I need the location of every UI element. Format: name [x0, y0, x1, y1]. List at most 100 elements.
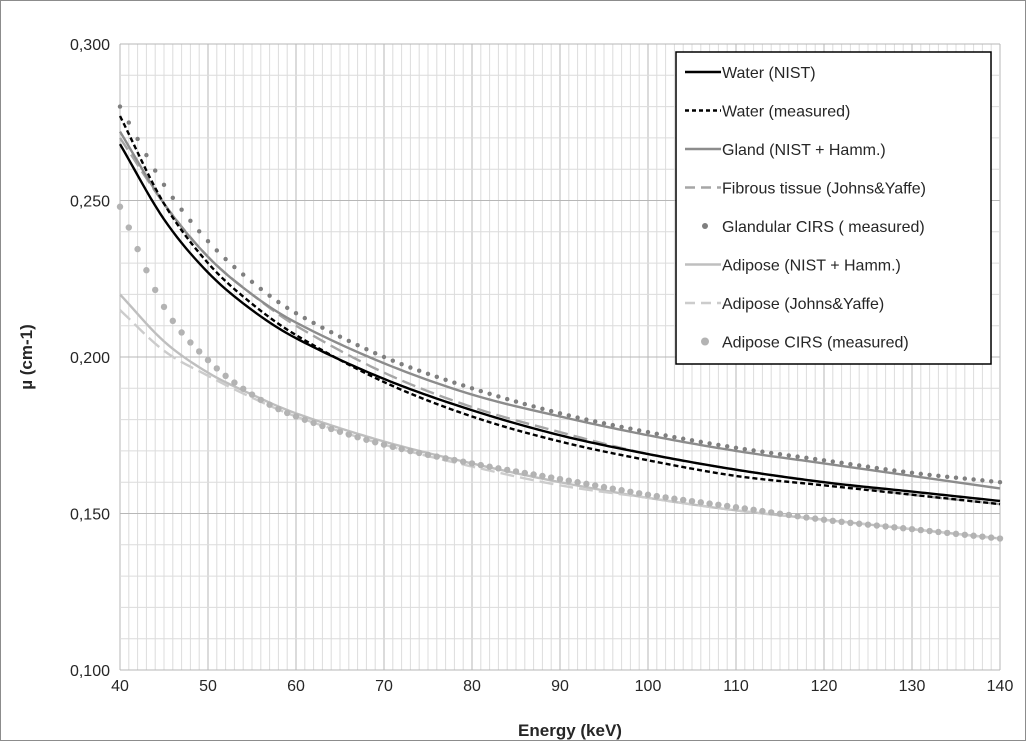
data-point — [953, 475, 959, 480]
data-point — [311, 320, 316, 326]
x-tick-label: 60 — [287, 678, 305, 695]
data-point — [240, 385, 247, 392]
data-point — [125, 224, 132, 231]
data-point — [486, 463, 493, 470]
data-point — [337, 334, 343, 339]
legend-label: Water (measured) — [722, 104, 850, 121]
data-point — [654, 431, 659, 437]
data-point — [116, 203, 124, 210]
data-point — [266, 401, 273, 408]
data-point — [505, 396, 510, 402]
data-point — [733, 445, 739, 450]
data-point — [460, 458, 467, 465]
x-tick-label: 70 — [375, 678, 393, 695]
series-gland-nist-hamm-line — [118, 131, 1001, 490]
data-point — [839, 460, 844, 466]
data-point — [909, 470, 915, 476]
data-point — [276, 299, 281, 305]
data-point — [971, 477, 976, 482]
data-point — [689, 438, 695, 443]
data-point — [794, 513, 801, 520]
data-point — [231, 379, 238, 386]
y-axis-ticks: 0,100 0,150 0,200 0,250 0,300 — [70, 37, 110, 680]
data-point — [222, 372, 229, 380]
data-point — [610, 422, 615, 428]
data-point — [389, 443, 396, 451]
data-point — [724, 502, 731, 510]
data-point — [996, 535, 1004, 542]
data-point — [178, 329, 185, 336]
data-point — [741, 505, 748, 512]
data-point — [662, 494, 669, 501]
legend-label: Glandular CIRS ( measured) — [722, 219, 925, 236]
data-point — [750, 506, 757, 513]
y-tick-label: 0,300 — [70, 37, 110, 54]
data-point — [143, 267, 150, 274]
data-point — [945, 474, 950, 479]
data-point — [504, 466, 511, 474]
y-tick-label: 0,250 — [70, 194, 110, 211]
data-point — [671, 495, 678, 502]
legend-label: Adipose CIRS (measured) — [722, 335, 909, 352]
data-point — [962, 476, 967, 481]
legend-label: Adipose (NIST + Hamm.) — [722, 258, 901, 275]
x-tick-label: 130 — [899, 678, 926, 695]
data-point — [944, 529, 951, 537]
data-point — [979, 533, 986, 540]
data-point — [653, 492, 660, 500]
x-tick-label: 80 — [463, 678, 481, 695]
data-point — [293, 310, 299, 316]
data-point — [707, 441, 712, 446]
data-point — [424, 451, 432, 459]
data-point — [804, 455, 809, 461]
x-tick-label: 50 — [199, 678, 217, 695]
data-point — [117, 104, 123, 109]
data-point — [319, 422, 326, 430]
data-point — [468, 460, 476, 467]
data-point — [865, 464, 871, 469]
y-tick-label: 0,150 — [70, 507, 110, 524]
data-point — [857, 463, 862, 468]
data-point — [838, 518, 845, 526]
data-point — [539, 472, 546, 480]
data-point — [926, 527, 933, 535]
data-point — [786, 453, 791, 458]
data-point — [477, 461, 484, 469]
data-point — [725, 444, 730, 449]
data-point — [399, 361, 404, 367]
data-point — [627, 488, 634, 495]
legend-label: Adipose (Johns&Yaffe) — [722, 296, 884, 313]
data-point — [848, 461, 853, 467]
data-point — [443, 377, 448, 382]
data-point — [530, 471, 537, 478]
data-point — [645, 429, 651, 435]
data-point — [864, 521, 872, 528]
data-point — [301, 416, 308, 423]
series-layer — [116, 104, 1004, 542]
data-point — [408, 365, 413, 370]
data-point — [372, 439, 379, 446]
data-point — [628, 426, 633, 431]
data-point — [970, 532, 977, 539]
data-point — [320, 325, 325, 330]
x-tick-label: 110 — [723, 678, 749, 695]
data-point — [883, 467, 888, 472]
data-point — [882, 523, 889, 530]
data-point — [777, 452, 783, 457]
data-point — [196, 348, 203, 355]
data-point — [769, 450, 774, 456]
data-point — [609, 485, 616, 492]
data-point — [223, 256, 228, 262]
data-point — [795, 454, 800, 459]
data-point — [873, 522, 880, 529]
data-point — [847, 519, 854, 527]
legend-item-2: Water (measured) — [685, 104, 850, 121]
data-point — [601, 421, 607, 426]
x-tick-label: 100 — [635, 678, 662, 695]
legend-item-5: Glandular CIRS ( measured) — [702, 219, 925, 236]
data-point — [556, 475, 564, 483]
data-point — [329, 330, 334, 335]
data-point — [495, 465, 502, 472]
legend-item-7: Adipose (Johns&Yaffe) — [685, 296, 884, 313]
data-point — [566, 413, 571, 418]
